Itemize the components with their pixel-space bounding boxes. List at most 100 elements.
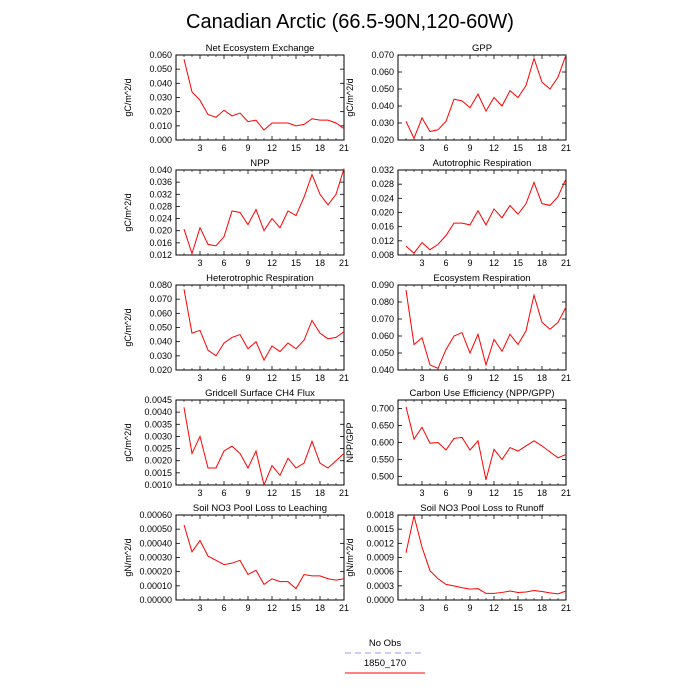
x-tick-label: 6	[443, 143, 448, 153]
y-tick-label: 0.024	[149, 214, 172, 224]
x-tick-label: 21	[561, 143, 571, 153]
x-tick-label: 6	[443, 603, 448, 613]
y-axis-label: gC/m^2/d	[123, 423, 133, 461]
y-tick-label: 0.032	[371, 165, 394, 175]
panel-frame	[175, 169, 345, 256]
x-tick-label: 21	[339, 258, 349, 268]
x-tick-label: 3	[419, 258, 424, 268]
y-axis-label: gC/m^2/d	[345, 78, 355, 116]
y-tick-label: 0.00000	[139, 595, 172, 605]
y-tick-label: 0.00040	[139, 538, 172, 548]
y-axis-label: gN/m^2/d	[123, 538, 133, 576]
panel-8: Carbon Use Efficiency (NPP/GPP) 3 6 9 12 15 18…	[345, 388, 571, 498]
y-tick-label: 0.040	[149, 337, 172, 347]
panel-frame	[397, 514, 567, 601]
series-line	[405, 515, 567, 595]
y-tick-label: 0.00050	[139, 524, 172, 534]
x-tick-label: 6	[443, 488, 448, 498]
series-line	[405, 290, 567, 369]
y-tick-label: 0.032	[149, 189, 172, 199]
x-tick-label: 12	[489, 488, 499, 498]
y-tick-label: 0.0009	[366, 553, 394, 563]
panel-title: Soil NO3 Pool Loss to Runoff	[420, 503, 544, 514]
y-tick-label: 0.060	[149, 308, 172, 318]
x-tick-label: 6	[221, 603, 226, 613]
x-tick-label: 12	[489, 373, 499, 383]
y-tick-label: 0.010	[149, 121, 172, 131]
y-tick-label: 0.080	[149, 280, 172, 290]
x-tick-label: 6	[443, 373, 448, 383]
x-tick-label: 18	[537, 603, 547, 613]
x-tick-label: 18	[315, 143, 325, 153]
y-tick-label: 0.500	[371, 472, 394, 482]
x-tick-label: 15	[513, 603, 523, 613]
y-tick-label: 0.050	[149, 64, 172, 74]
y-tick-label: 0.00020	[139, 567, 172, 577]
y-tick-label: 0.008	[371, 250, 394, 260]
y-tick-label: 0.0040	[144, 407, 172, 417]
y-tick-label: 0.0003	[366, 581, 394, 591]
y-tick-label: 0.700	[371, 404, 394, 414]
x-tick-label: 21	[561, 373, 571, 383]
legend-label-run: 1850_170	[364, 658, 406, 669]
x-tick-label: 18	[315, 373, 325, 383]
y-tick-label: 0.060	[371, 331, 394, 341]
x-tick-label: 21	[339, 143, 349, 153]
x-tick-label: 9	[467, 373, 472, 383]
y-tick-label: 0.030	[149, 93, 172, 103]
panel-title: Carbon Use Efficiency (NPP/GPP)	[409, 388, 554, 399]
y-tick-label: 0.000	[149, 135, 172, 145]
x-tick-label: 21	[339, 488, 349, 498]
panel-3: NPP 3 6 9 12 15 18 21 0.012 0.016 0.020 0.024 0.028 0…	[123, 158, 349, 268]
x-tick-label: 15	[513, 143, 523, 153]
x-tick-label: 6	[221, 373, 226, 383]
y-tick-label: 0.060	[371, 67, 394, 77]
x-tick-label: 15	[513, 488, 523, 498]
series-line	[405, 54, 567, 140]
panel-frame	[175, 514, 345, 601]
x-tick-label: 12	[267, 258, 277, 268]
y-tick-label: 0.030	[149, 351, 172, 361]
x-tick-label: 3	[197, 488, 202, 498]
panel-title: GPP	[472, 43, 492, 54]
series-line	[405, 406, 567, 481]
x-tick-label: 21	[561, 603, 571, 613]
x-tick-label: 15	[513, 258, 523, 268]
panel-7: Gridcell Surface CH4 Flux 3 6 9 12 15 18 21 0.00…	[123, 388, 349, 498]
x-tick-label: 18	[537, 488, 547, 498]
x-tick-label: 3	[419, 143, 424, 153]
y-tick-label: 0.028	[149, 201, 172, 211]
x-tick-label: 9	[467, 143, 472, 153]
y-tick-label: 0.040	[149, 78, 172, 88]
y-tick-label: 0.0010	[144, 480, 172, 490]
y-tick-label: 0.016	[149, 238, 172, 248]
x-tick-label: 15	[291, 373, 301, 383]
x-tick-label: 15	[513, 373, 523, 383]
panel-1: Net Ecosystem Exchange 3 6 9 12 15 18 21 0.000 0.…	[123, 43, 349, 153]
x-tick-label: 21	[339, 373, 349, 383]
panel-title: Heterotrophic Respiration	[206, 273, 314, 284]
panel-title: Net Ecosystem Exchange	[206, 43, 315, 54]
y-tick-label: 0.020	[149, 365, 172, 375]
x-tick-label: 15	[291, 603, 301, 613]
y-tick-label: 0.012	[371, 236, 394, 246]
x-tick-label: 9	[245, 603, 250, 613]
x-tick-label: 3	[197, 373, 202, 383]
x-tick-label: 12	[489, 143, 499, 153]
x-tick-label: 12	[267, 143, 277, 153]
y-tick-label: 0.0045	[144, 395, 172, 405]
legend: No Obs 1850_170	[345, 638, 425, 674]
y-tick-label: 0.0012	[366, 538, 394, 548]
panel-10: Soil NO3 Pool Loss to Runoff 3 6 9 12 15 18 21 0…	[345, 503, 571, 613]
x-tick-label: 18	[537, 373, 547, 383]
x-tick-label: 21	[339, 603, 349, 613]
series-line	[405, 178, 567, 254]
x-tick-label: 6	[221, 143, 226, 153]
panel-title: Soil NO3 Pool Loss to Leaching	[193, 503, 327, 514]
panel-9: Soil NO3 Pool Loss to Leaching 3 6 9 12 15 18 2…	[123, 503, 349, 613]
x-tick-label: 21	[561, 488, 571, 498]
y-tick-label: 0.600	[371, 438, 394, 448]
y-tick-label: 0.0030	[144, 431, 172, 441]
x-tick-label: 3	[197, 603, 202, 613]
